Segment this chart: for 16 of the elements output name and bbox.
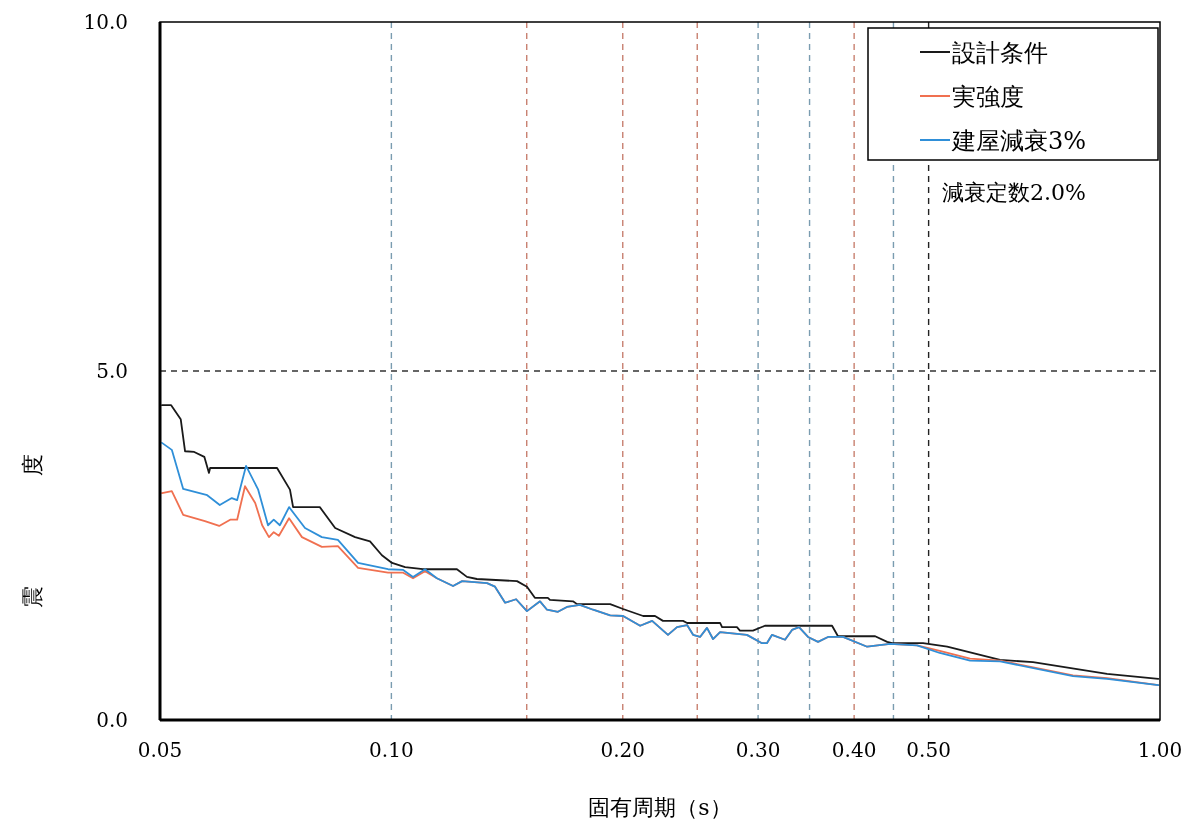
x-axis-title: 固有周期（s） [588, 795, 732, 820]
x-tick-label: 0.30 [735, 738, 781, 762]
legend-label: 建屋減衰3% [951, 127, 1087, 155]
legend-label: 設計条件 [952, 39, 1048, 67]
x-tick-label: 0.10 [369, 738, 414, 762]
y-tick-label: 5.0 [96, 359, 128, 383]
y-tick-label: 0.0 [96, 708, 128, 732]
x-tick-label: 0.50 [906, 738, 951, 762]
x-tick-label: 1.00 [1137, 738, 1183, 762]
y-tick-label: 10.0 [83, 10, 128, 34]
x-tick-label: 0.40 [831, 738, 877, 762]
annotation: 減衰定数2.0% [942, 180, 1086, 205]
ylabel: 震度 [20, 344, 45, 608]
x-tick-label: 0.05 [137, 738, 183, 762]
x-tick-label: 0.20 [600, 738, 646, 762]
legend-label: 実強度 [952, 83, 1024, 111]
